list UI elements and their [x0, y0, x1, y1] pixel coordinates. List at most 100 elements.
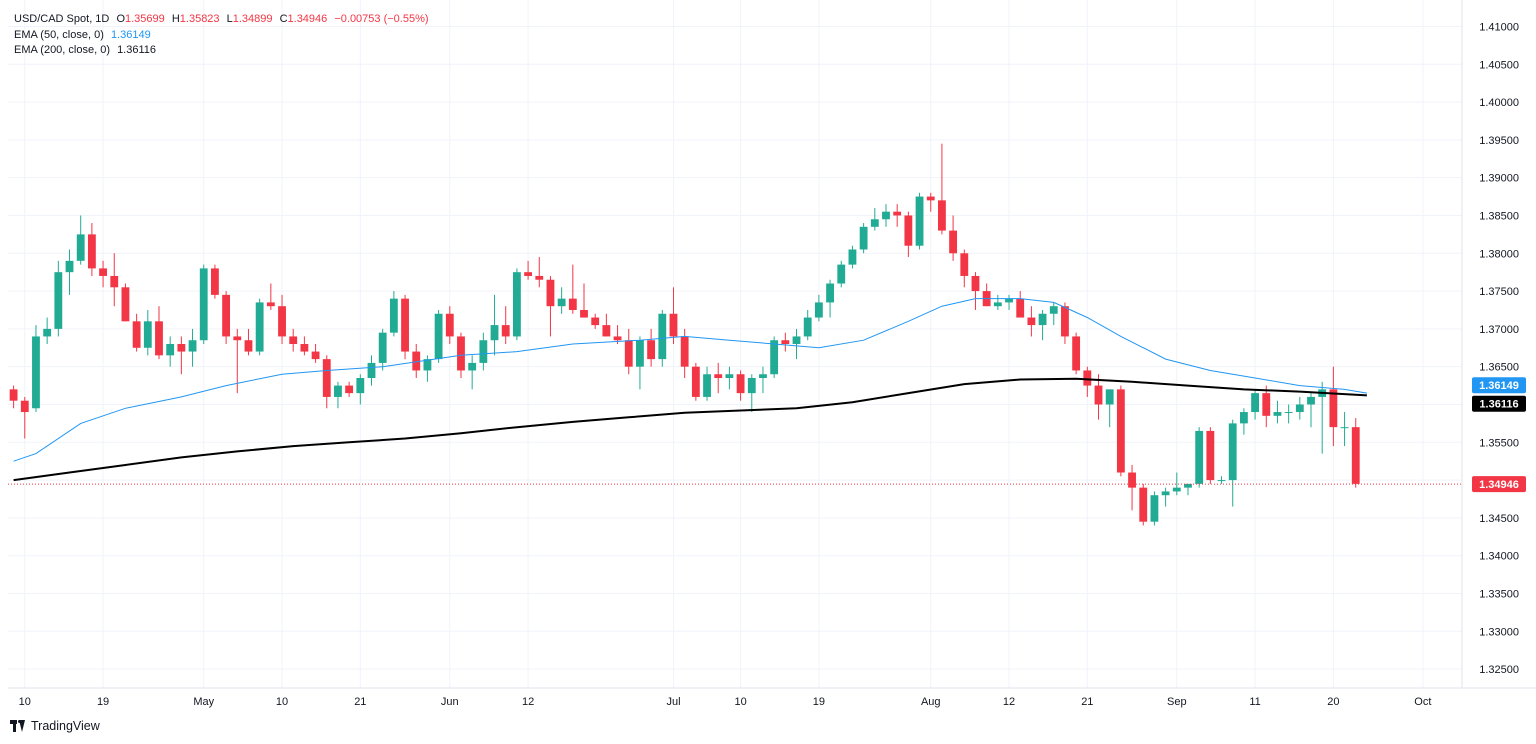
- candle: [177, 336, 186, 375]
- candle: [524, 260, 532, 280]
- time-tick-label: Oct: [1414, 696, 1431, 708]
- candle: [1228, 419, 1237, 507]
- candle: [803, 309, 812, 341]
- price-tag: 1.34946: [1472, 476, 1526, 493]
- candle-body: [993, 302, 1002, 307]
- candle: [1262, 385, 1271, 428]
- candle: [792, 328, 801, 360]
- time-axis: 10 19 May 10 21 Jun 12 Jul 10 19 Aug 12 21 Sep 11 20 Oct: [8, 687, 1536, 708]
- candle: [1307, 393, 1315, 428]
- candle-body: [546, 279, 555, 307]
- candle: [87, 223, 96, 276]
- price-tick-label: 1.33500: [1479, 588, 1519, 600]
- brand-name: TradingView: [31, 719, 100, 733]
- candle-body: [1273, 412, 1282, 416]
- candle-body: [110, 275, 119, 288]
- candle: [401, 294, 409, 360]
- ema200-value: 1.36116: [117, 44, 157, 56]
- price-tick-label: 1.34000: [1479, 551, 1519, 563]
- candle-body: [367, 362, 376, 379]
- candle-body: [524, 272, 532, 276]
- time-tick-label: 11: [1249, 696, 1260, 708]
- candle: [1217, 476, 1226, 484]
- open-value: O1.35699: [116, 13, 165, 25]
- candle: [859, 223, 868, 254]
- candle: [468, 355, 477, 390]
- candle: [1206, 427, 1215, 484]
- candle-body: [893, 211, 902, 216]
- candle-body: [1284, 412, 1293, 414]
- candle: [1049, 302, 1058, 326]
- candle-body: [591, 317, 600, 326]
- candle: [669, 287, 678, 344]
- candle: [356, 374, 365, 405]
- candle: [1172, 472, 1181, 496]
- candle: [445, 306, 454, 344]
- candle-body: [423, 359, 432, 371]
- candle: [1016, 291, 1025, 318]
- candle-body: [938, 200, 946, 231]
- candle-body: [1251, 393, 1259, 413]
- price-tick-label: 1.33000: [1479, 626, 1519, 638]
- candle-body: [803, 317, 812, 337]
- candle: [1273, 400, 1282, 424]
- candle: [602, 313, 611, 337]
- candle-body: [915, 196, 924, 246]
- legend-ema50-row[interactable]: EMA (50, close, 0) 1.36149: [14, 28, 433, 44]
- candle-body: [188, 340, 197, 352]
- candle: [1061, 302, 1069, 344]
- candle: [613, 325, 622, 344]
- candle-body: [244, 340, 253, 352]
- price-tick-label: 1.40000: [1479, 97, 1519, 109]
- candle: [65, 249, 74, 295]
- legend-ema200-row[interactable]: EMA (200, close, 0) 1.36116: [14, 43, 433, 59]
- candle: [1005, 294, 1013, 310]
- time-tick-label: 21: [354, 696, 366, 708]
- candle: [266, 283, 275, 310]
- candle: [747, 374, 756, 413]
- low-value: L1.34899: [226, 13, 273, 25]
- time-tick-label: 12: [522, 696, 534, 708]
- candle-body: [1206, 430, 1215, 481]
- candle-body: [669, 313, 678, 337]
- candle: [501, 306, 510, 344]
- candle: [345, 381, 354, 397]
- candle: [143, 309, 152, 356]
- time-tick-label: Aug: [921, 696, 941, 708]
- candle-body: [1351, 427, 1360, 484]
- candle-body: [322, 359, 331, 397]
- candle-body: [1061, 306, 1069, 337]
- candle: [1329, 366, 1338, 447]
- candle: [255, 298, 264, 356]
- candle: [32, 325, 40, 413]
- candle-body: [434, 313, 443, 360]
- candle-body: [848, 249, 857, 265]
- candle: [915, 192, 924, 250]
- candle-body: [691, 366, 700, 397]
- candle: [367, 355, 376, 386]
- candle-body: [1072, 336, 1081, 371]
- symbol-title[interactable]: USD/CAD Spot, 1D: [14, 13, 110, 25]
- candle-body: [736, 374, 745, 394]
- time-tick-label: 10: [734, 696, 746, 708]
- candle-body: [971, 275, 980, 292]
- candle-body: [1049, 306, 1058, 314]
- candle: [960, 249, 969, 288]
- candle: [199, 264, 208, 344]
- candle-body: [837, 264, 846, 284]
- candle-body: [826, 283, 834, 303]
- candle: [378, 328, 387, 371]
- tradingview-attribution[interactable]: TradingView: [10, 719, 100, 733]
- time-tick-label: 10: [276, 696, 288, 708]
- candle-body: [143, 321, 152, 348]
- candle-body: [747, 378, 756, 394]
- candle: [1072, 332, 1081, 375]
- ema200-label: EMA (200, close, 0): [14, 44, 110, 56]
- candle: [882, 204, 890, 227]
- candle-body: [882, 211, 890, 220]
- candle-body: [1027, 317, 1036, 326]
- candle: [155, 306, 163, 360]
- candle-body: [1195, 430, 1204, 484]
- candle: [982, 283, 991, 307]
